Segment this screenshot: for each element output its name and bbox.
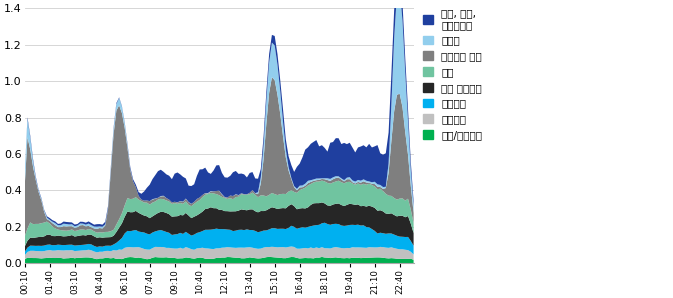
Legend: 세탁, 건조,
식기세척기, 온수기, 스페이스 히터, 조명, 일반 전기제품, 요리기기, 전자기기, 냉장/냉동기기: 세탁, 건조, 식기세척기, 온수기, 스페이스 히터, 조명, 일반 전기제품… xyxy=(423,8,483,140)
